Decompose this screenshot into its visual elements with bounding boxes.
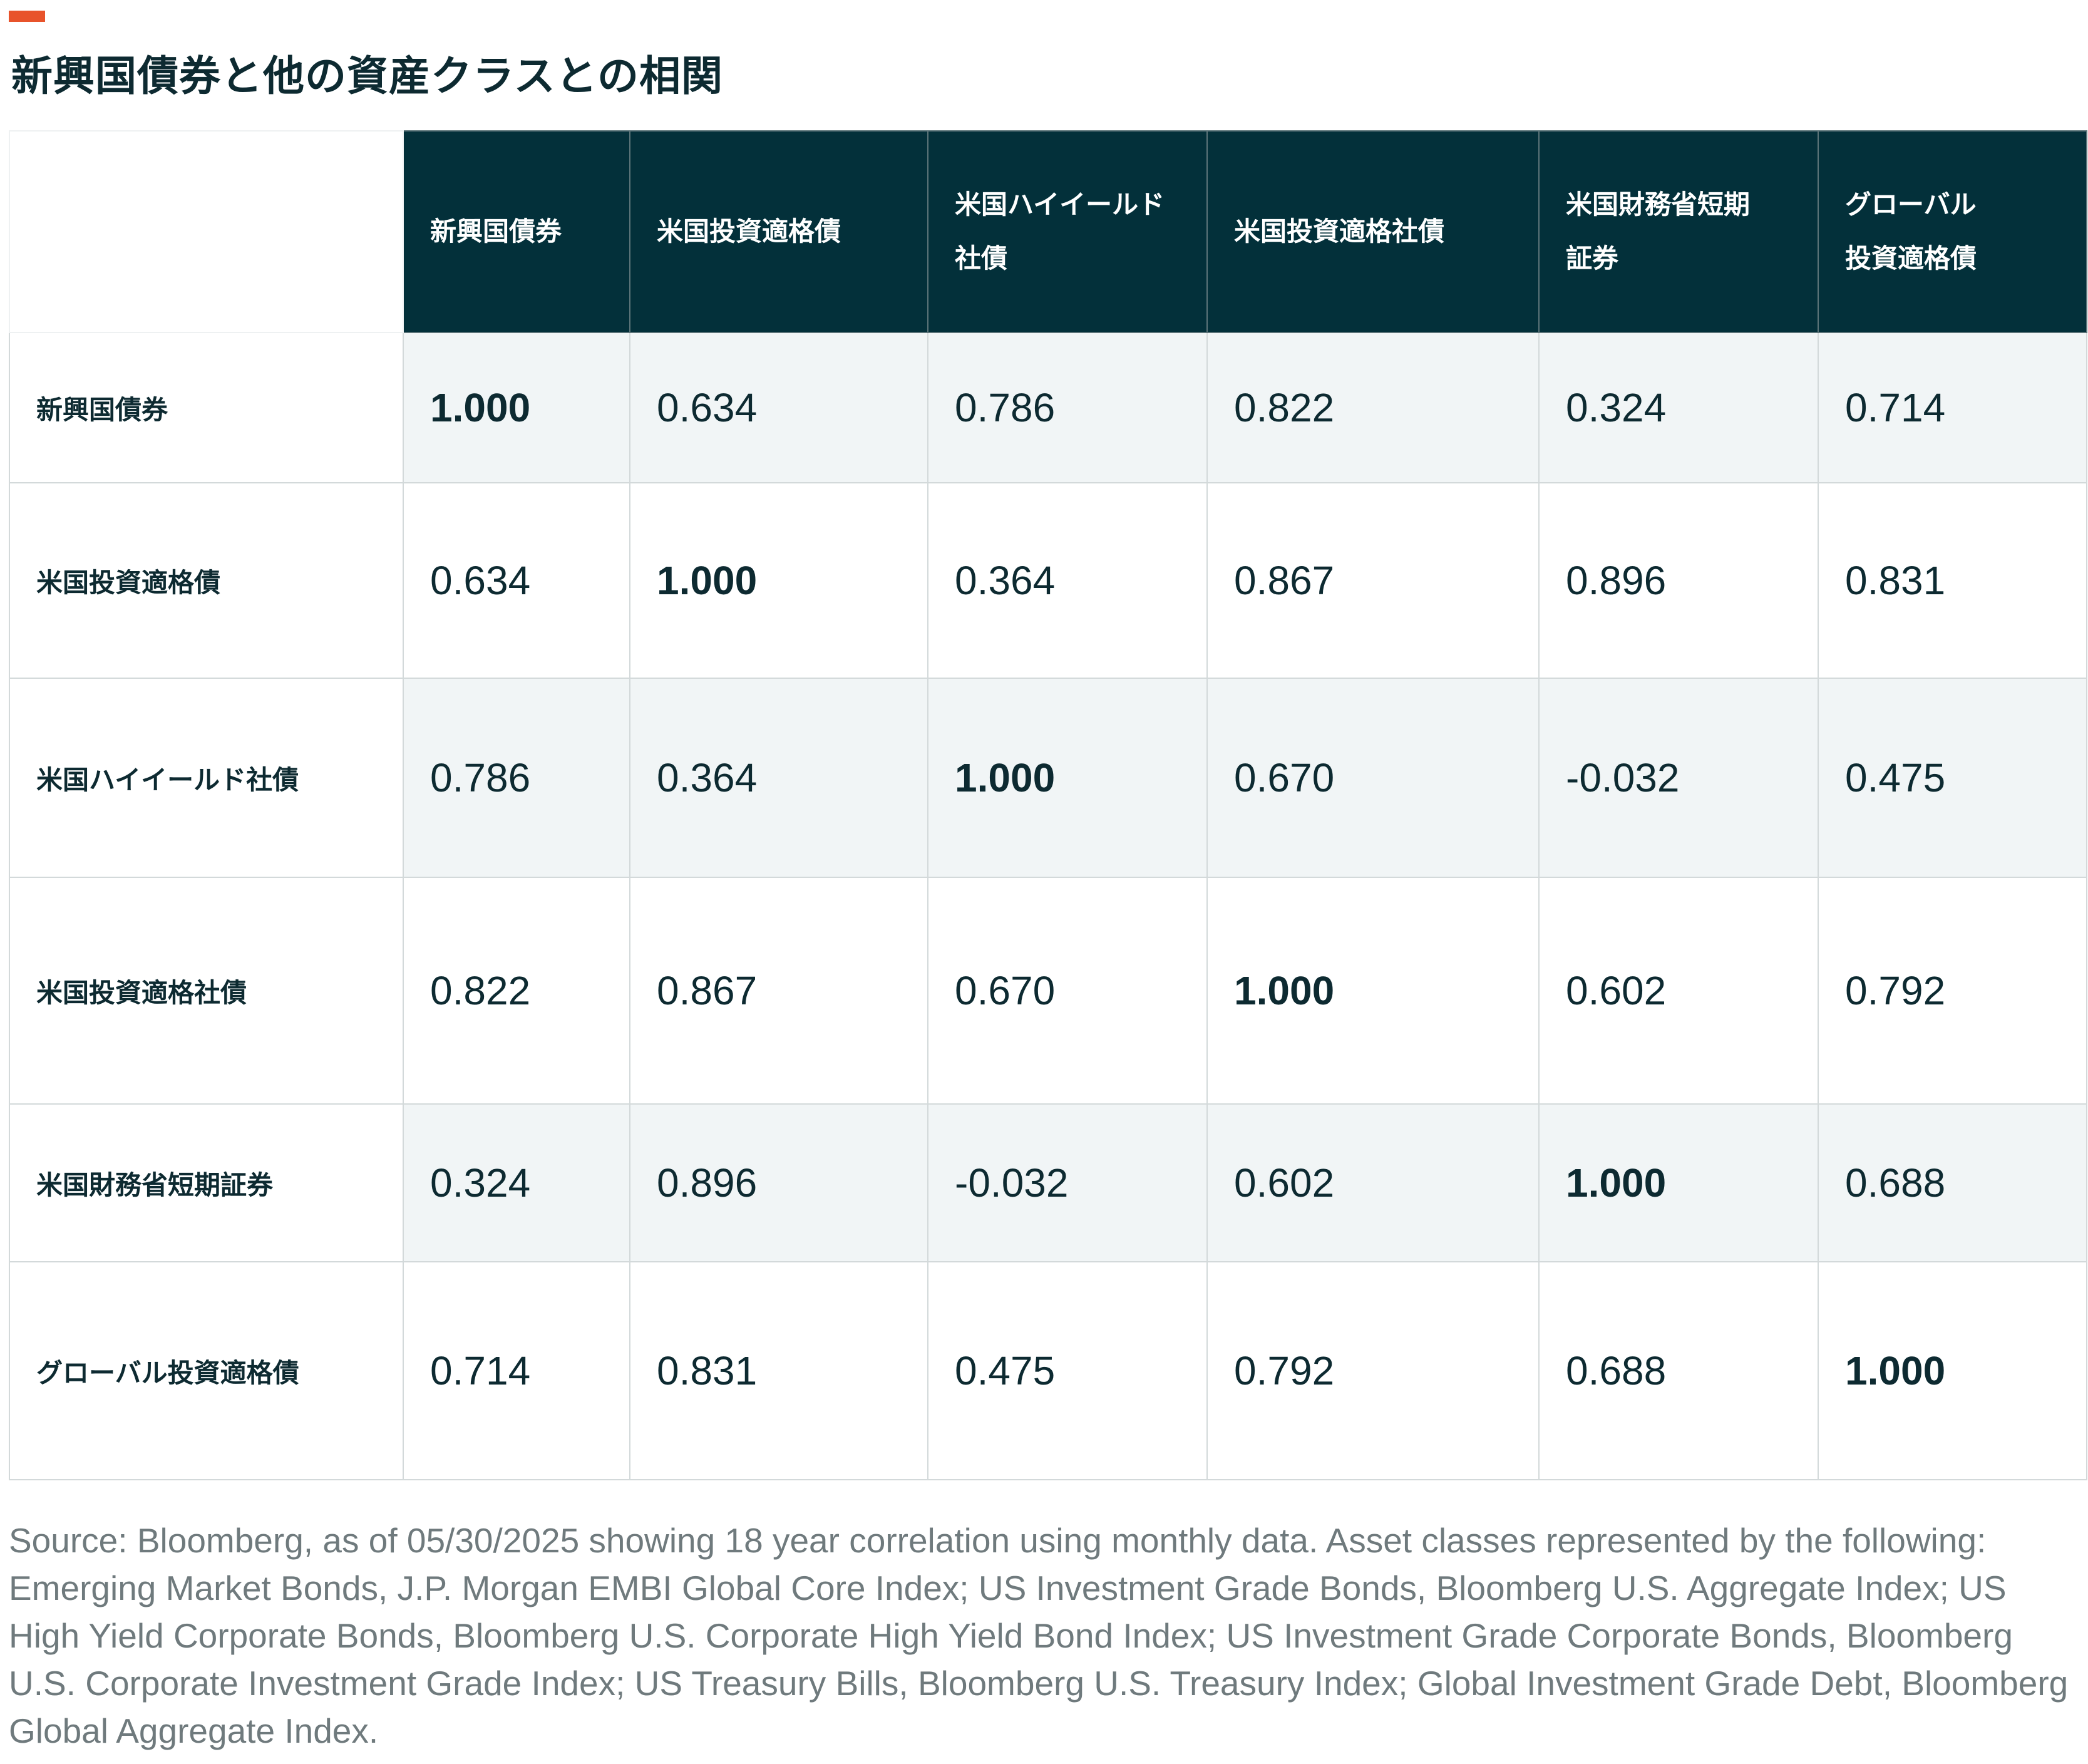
value-cell: 0.714 xyxy=(403,1261,630,1480)
value-cell: 0.831 xyxy=(629,1261,928,1480)
value-cell: 0.475 xyxy=(927,1261,1208,1480)
value-cell: 0.688 xyxy=(1818,1103,2087,1262)
accent-bar xyxy=(9,11,45,22)
value-cell: 0.822 xyxy=(403,877,630,1105)
value-cell: 0.714 xyxy=(1818,332,2087,483)
page-title: 新興国債券と他の資産クラスとの相関 xyxy=(11,52,724,100)
value-cell: 0.324 xyxy=(403,1103,630,1262)
value-cell: 0.792 xyxy=(1818,877,2087,1105)
value-cell: 0.831 xyxy=(1818,482,2087,679)
diagonal-value-cell: 1.000 xyxy=(1818,1261,2087,1480)
table-row: 米国投資適格社債 0.822 0.867 0.670 1.000 0.602 0.792 xyxy=(9,877,2087,1105)
diagonal-value-cell: 1.000 xyxy=(629,482,928,679)
row-header: 米国投資適格社債 xyxy=(9,877,404,1105)
column-header: 米国ハイイールド 社債 xyxy=(927,130,1208,333)
column-header-line: グローバル xyxy=(1845,189,1977,220)
value-cell: 0.792 xyxy=(1206,1261,1540,1480)
table-row: 米国財務省短期証券 0.324 0.896 -0.032 0.602 1.000 0.688 xyxy=(9,1103,2087,1262)
value-cell: 0.786 xyxy=(927,332,1208,483)
value-cell: 0.896 xyxy=(629,1103,928,1262)
value-cell: 0.324 xyxy=(1538,332,1819,483)
value-cell: 0.475 xyxy=(1818,678,2087,878)
column-header: 米国投資適格社債 xyxy=(1206,130,1540,333)
column-header-line: 米国投資適格社債 xyxy=(1234,216,1445,247)
corner-cell xyxy=(9,130,404,333)
value-cell: 0.602 xyxy=(1206,1103,1540,1262)
value-cell: 0.688 xyxy=(1538,1261,1819,1480)
value-cell: 0.634 xyxy=(403,482,630,679)
column-header-line: 証券 xyxy=(1566,243,1619,274)
column-header-line: 新興国債券 xyxy=(430,216,562,247)
diagonal-value-cell: 1.000 xyxy=(1206,877,1540,1105)
row-header: 新興国債券 xyxy=(9,332,404,483)
row-header: 米国財務省短期証券 xyxy=(9,1103,404,1262)
column-header-line: 米国財務省短期 xyxy=(1566,189,1751,220)
table-row: グローバル投資適格債 0.714 0.831 0.475 0.792 0.688 1.000 xyxy=(9,1261,2087,1480)
value-cell: 0.786 xyxy=(403,678,630,878)
column-header: 米国財務省短期 証券 xyxy=(1538,130,1819,333)
correlation-table: 新興国債券 米国投資適格債 米国ハイイールド 社債 米国投資適格社債 米国財務省短… xyxy=(9,130,2087,1480)
row-header: 米国ハイイールド社債 xyxy=(9,678,404,878)
row-header: グローバル投資適格債 xyxy=(9,1261,404,1480)
value-cell: 0.867 xyxy=(1206,482,1540,679)
row-header: 米国投資適格債 xyxy=(9,482,404,679)
column-header: 新興国債券 xyxy=(403,130,630,333)
value-cell: -0.032 xyxy=(927,1103,1208,1262)
value-cell: 0.634 xyxy=(629,332,928,483)
value-cell: 0.896 xyxy=(1538,482,1819,679)
source-note: Source: Bloomberg, as of 05/30/2025 show… xyxy=(9,1521,2069,1750)
column-header: 米国投資適格債 xyxy=(629,130,928,333)
diagonal-value-cell: 1.000 xyxy=(403,332,630,483)
header-row: 新興国債券 米国投資適格債 米国ハイイールド 社債 米国投資適格社債 米国財務省短… xyxy=(9,130,2087,333)
value-cell: -0.032 xyxy=(1538,678,1819,878)
value-cell: 0.670 xyxy=(1206,678,1540,878)
table-row: 新興国債券 1.000 0.634 0.786 0.822 0.324 0.714 xyxy=(9,332,2087,483)
column-header-line: 社債 xyxy=(955,243,1008,274)
column-header-line: 米国投資適格債 xyxy=(657,216,841,247)
table-row: 米国投資適格債 0.634 1.000 0.364 0.867 0.896 0.831 xyxy=(9,482,2087,679)
diagonal-value-cell: 1.000 xyxy=(1538,1103,1819,1262)
column-header: グローバル投資適格債 xyxy=(1818,130,2087,333)
value-cell: 0.364 xyxy=(927,482,1208,679)
table-row: 米国ハイイールド社債 0.786 0.364 1.000 0.670 -0.032 0.47… xyxy=(9,678,2087,878)
value-cell: 0.364 xyxy=(629,678,928,878)
column-header-line: 米国ハイイールド xyxy=(955,189,1165,220)
value-cell: 0.867 xyxy=(629,877,928,1105)
column-header-line: 投資適格債 xyxy=(1845,243,1977,274)
value-cell: 0.670 xyxy=(927,877,1208,1105)
value-cell: 0.822 xyxy=(1206,332,1540,483)
value-cell: 0.602 xyxy=(1538,877,1819,1105)
diagonal-value-cell: 1.000 xyxy=(927,678,1208,878)
